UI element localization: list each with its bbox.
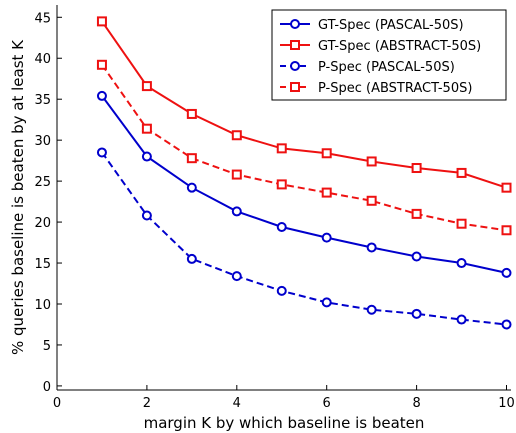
data-point: [141, 81, 152, 92]
x-axis-label: margin K by which baseline is beaten: [144, 414, 425, 432]
data-point: [456, 258, 467, 269]
data-point: [411, 308, 422, 319]
data-point: [411, 251, 422, 262]
data-point: [411, 163, 422, 174]
y-tick-label: 25: [34, 175, 51, 190]
data-point: [366, 304, 377, 315]
axes-layer: 0 2 4 6 8 10 0 5 10 15 20 25 30 35 40 45: [34, 5, 515, 411]
legend-entry: GT-Spec (PASCAL-50S): [280, 18, 464, 33]
x-tick-label: 8: [412, 396, 420, 411]
data-point: [141, 151, 152, 162]
data-point: [96, 59, 107, 70]
data-point: [276, 179, 287, 190]
legend-entry: P-Spec (PASCAL-50S): [280, 60, 455, 75]
data-point: [366, 156, 377, 167]
data-point: [501, 225, 512, 236]
series-2: [96, 16, 512, 193]
series-line: [101, 151, 507, 326]
legend-entry: P-Spec (ABSTRACT-50S): [280, 81, 472, 96]
data-point: [321, 187, 332, 198]
y-tick-label: 5: [43, 339, 51, 354]
data-point: [276, 143, 287, 154]
data-point: [366, 242, 377, 253]
data-point: [276, 221, 287, 232]
y-tick-label: 20: [34, 216, 51, 231]
data-point: [456, 167, 467, 178]
y-tick-label: 10: [34, 298, 51, 313]
data-point: [276, 285, 287, 296]
y-tick-label: 35: [34, 93, 51, 108]
data-point: [231, 169, 242, 180]
data-point: [186, 253, 197, 264]
x-tick-label: 6: [323, 396, 331, 411]
data-point: [501, 319, 512, 330]
y-tick-label: 0: [43, 380, 51, 395]
data-point: [96, 90, 107, 101]
legend-label: GT-Spec (PASCAL-50S): [318, 18, 464, 33]
x-tick-label: 2: [143, 396, 151, 411]
data-point: [411, 208, 422, 219]
legend-marker: [290, 19, 300, 29]
y-tick-label: 40: [34, 52, 51, 67]
data-point: [501, 267, 512, 278]
legend-label: P-Spec (PASCAL-50S): [318, 60, 455, 75]
data-point: [186, 182, 197, 193]
y-tick-label: 45: [34, 11, 51, 26]
x-tick-label: 0: [53, 396, 61, 411]
legend: GT-Spec (PASCAL-50S) GT-Spec (ABSTRACT-50…: [271, 9, 507, 101]
legend-label: P-Spec (ABSTRACT-50S): [318, 81, 472, 96]
series-4: [96, 59, 512, 236]
data-point: [141, 123, 152, 134]
legend-marker: [290, 40, 300, 50]
data-point: [231, 206, 242, 217]
data-point: [96, 16, 107, 27]
legend-marker: [290, 61, 300, 71]
data-point: [231, 130, 242, 141]
data-point: [366, 195, 377, 206]
legend-entry: GT-Spec (ABSTRACT-50S): [280, 39, 481, 54]
data-point: [231, 271, 242, 282]
series-3: [96, 147, 512, 330]
data-point: [321, 148, 332, 159]
series-line: [101, 20, 507, 189]
data-point: [321, 297, 332, 308]
y-tick-label: 30: [34, 134, 51, 149]
data-point: [321, 232, 332, 243]
data-point: [456, 314, 467, 325]
data-point: [141, 210, 152, 221]
x-tick-label: 10: [498, 396, 515, 411]
series-layer: [96, 16, 512, 330]
x-tick-label: 4: [233, 396, 241, 411]
y-tick-label: 15: [34, 257, 51, 272]
data-point: [186, 153, 197, 164]
series-line: [101, 64, 507, 232]
legend-box: [271, 9, 507, 101]
data-point: [186, 108, 197, 119]
data-point: [456, 218, 467, 229]
y-axis-label: % queries baseline is beaten by at least…: [9, 39, 27, 355]
data-point: [501, 182, 512, 193]
series-1: [96, 90, 512, 278]
legend-marker: [290, 82, 300, 92]
data-point: [96, 147, 107, 158]
legend-label: GT-Spec (ABSTRACT-50S): [318, 39, 481, 54]
series-line: [101, 95, 507, 274]
